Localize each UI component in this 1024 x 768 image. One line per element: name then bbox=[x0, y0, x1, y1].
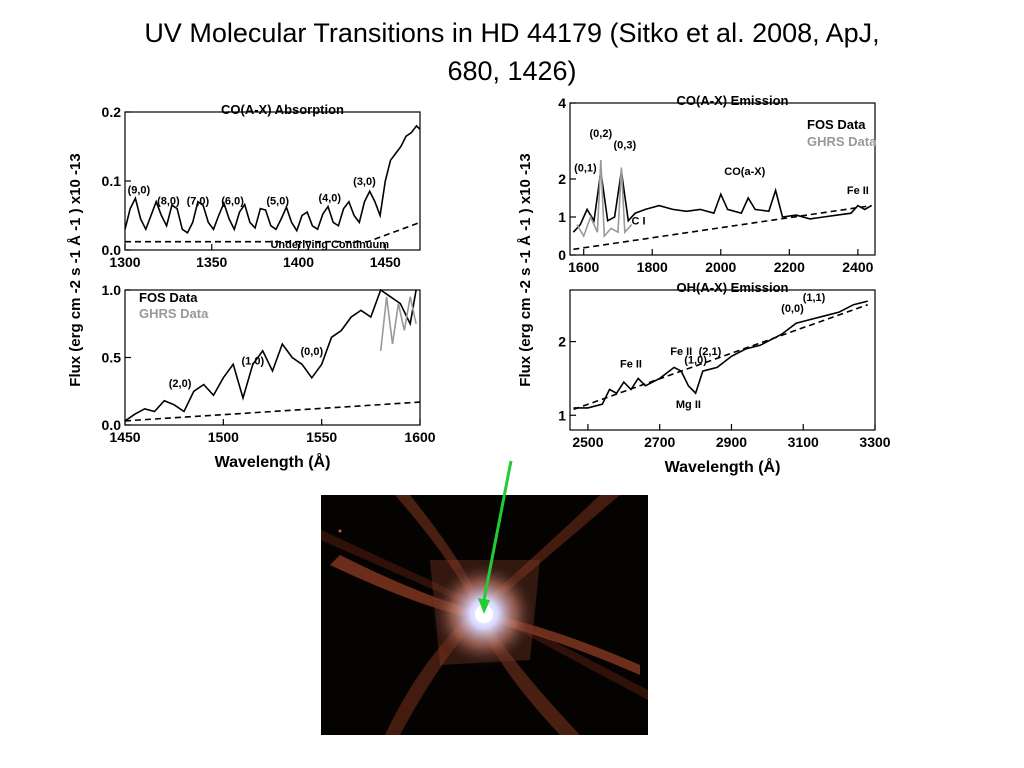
y-tick-label: 2 bbox=[558, 334, 566, 350]
x-tick-label: 1600 bbox=[404, 429, 435, 445]
series-line bbox=[572, 171, 872, 233]
right-ylabel: Flux (erg cm -2 s -1 Å -1 ) x10 -13 bbox=[517, 153, 534, 386]
panel-oh-emission: 1 2 2500 2700 2900 3100 3300 OH(A-X) Emission Fe… bbox=[558, 280, 891, 476]
series-line bbox=[573, 300, 868, 409]
x-tick-label: 2700 bbox=[644, 434, 675, 450]
y-tick-label: 0.2 bbox=[102, 104, 122, 120]
y-tick-label: 4 bbox=[558, 95, 566, 111]
nebula-image bbox=[321, 495, 648, 735]
x-tick-label: 3300 bbox=[859, 434, 890, 450]
field-star bbox=[338, 529, 342, 533]
nebula-arm bbox=[321, 530, 648, 700]
x-tick-label: 1300 bbox=[109, 254, 140, 270]
x-tick-label: 2000 bbox=[705, 259, 736, 275]
annotation-label: (4,0) bbox=[318, 193, 341, 205]
annotation-label: (0,0) bbox=[301, 346, 324, 358]
left-ylabel: Flux (erg cm -2 s -1 Å -1 ) x10 -13 bbox=[67, 153, 84, 386]
series-line bbox=[124, 124, 421, 234]
annotation-label: Underlying Continuum bbox=[270, 239, 389, 251]
arrow-shaft bbox=[482, 460, 513, 601]
x-tick-label: 2200 bbox=[774, 259, 805, 275]
x-tick-label: 2400 bbox=[842, 259, 873, 275]
panel-co-emission: 0 1 2 4 1600 1800 2000 2200 2400 CO(A-X) Emission… bbox=[558, 93, 877, 275]
x-tick-label: 1400 bbox=[283, 254, 314, 270]
slide-title-line2: 680, 1426) bbox=[447, 56, 577, 86]
annotation-label: Fe II bbox=[847, 185, 869, 197]
annotation-label: Fe II bbox=[670, 346, 692, 358]
annotation-label: (2,1) bbox=[699, 346, 722, 358]
x-tick-label: 1350 bbox=[196, 254, 227, 270]
annotation-label: (0,3) bbox=[614, 140, 637, 152]
y-tick-label: 0.0 bbox=[102, 242, 122, 258]
annotation-label: (1,0) bbox=[242, 355, 265, 367]
annotation-label: (9,0) bbox=[128, 184, 151, 196]
x-tick-label: 1450 bbox=[109, 429, 140, 445]
annotation-label: (0,2) bbox=[590, 128, 613, 140]
continuum-line bbox=[573, 303, 869, 411]
annotation-label: (8,0) bbox=[157, 195, 180, 207]
y-tick-label: 0.0 bbox=[102, 417, 122, 433]
panel-title: OH(A-X) Emission bbox=[677, 280, 789, 295]
panel-title: CO(A-X) Emission bbox=[677, 93, 789, 108]
annotation-label: Fe II bbox=[620, 358, 642, 370]
arrow-head bbox=[478, 598, 490, 614]
annotation-label: (0,0) bbox=[781, 303, 804, 315]
annotation-label: Mg II bbox=[676, 399, 701, 411]
x-tick-label: 3100 bbox=[788, 434, 819, 450]
continuum-line bbox=[125, 221, 421, 243]
y-tick-label: 1 bbox=[558, 407, 566, 423]
x-tick-label: 1500 bbox=[208, 429, 239, 445]
series-line bbox=[379, 296, 417, 351]
annotation-label: (5,0) bbox=[266, 195, 289, 207]
continuum-line bbox=[573, 204, 872, 251]
annotation-label: (7,0) bbox=[187, 195, 210, 207]
x-tick-label: 1600 bbox=[568, 259, 599, 275]
x-tick-label: 1550 bbox=[306, 429, 337, 445]
x-tick-label: 2900 bbox=[716, 434, 747, 450]
x-axis-label: Wavelength (Å) bbox=[215, 452, 331, 471]
y-tick-label: 1.0 bbox=[102, 282, 122, 298]
y-tick-label: 2 bbox=[558, 171, 566, 187]
annotation-label: (6,0) bbox=[221, 195, 244, 207]
slide-title-line1: UV Molecular Transitions in HD 44179 (Si… bbox=[144, 18, 880, 48]
panel-co-absorption: 0.0 0.1 0.2 1300 1350 1400 1450 CO(A-X) Absorpt… bbox=[102, 102, 421, 270]
y-tick-label: 1 bbox=[558, 209, 566, 225]
annotation-label: (1,1) bbox=[803, 292, 826, 304]
legend-entry: FOS Data bbox=[807, 117, 866, 132]
nebula-arm bbox=[385, 495, 620, 735]
annotation-label: (0,1) bbox=[574, 162, 597, 174]
annotation-label: C I bbox=[632, 216, 646, 228]
x-tick-label: 1800 bbox=[637, 259, 668, 275]
series-line bbox=[124, 288, 417, 422]
green-arrow bbox=[478, 460, 513, 614]
y-tick-label: 0.1 bbox=[102, 173, 122, 189]
annotation-label: (3,0) bbox=[353, 176, 376, 188]
annotation-label: (2,0) bbox=[169, 378, 192, 390]
y-tick-label: 0.5 bbox=[102, 350, 122, 366]
continuum-line bbox=[124, 401, 421, 422]
legend-entry: GHRS Data bbox=[807, 134, 877, 149]
x-tick-label: 1450 bbox=[370, 254, 401, 270]
slide-title: UV Molecular Transitions in HD 44179 (Si… bbox=[60, 14, 964, 90]
annotation-label: (1,0) bbox=[684, 355, 707, 367]
plot-frame bbox=[569, 289, 876, 431]
legend-entry: FOS Data bbox=[139, 290, 198, 305]
series-line bbox=[576, 159, 633, 238]
legend-entry: GHRS Data bbox=[139, 306, 209, 321]
panel-title: CO(A-X) Absorption bbox=[221, 102, 344, 117]
y-tick-label: 0 bbox=[558, 247, 566, 263]
x-tick-label: 2500 bbox=[572, 434, 603, 450]
x-axis-label: Wavelength (Å) bbox=[665, 457, 781, 476]
annotation-label: CO(a-X) bbox=[724, 166, 765, 178]
